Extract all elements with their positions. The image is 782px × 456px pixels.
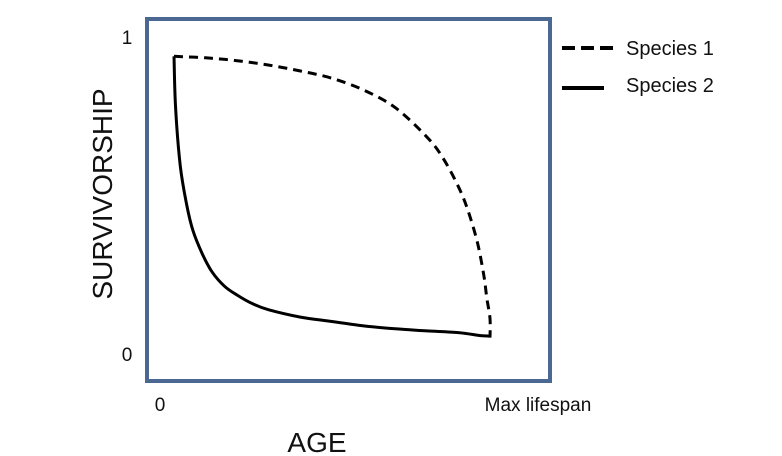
legend: Species 1 Species 2 [562,38,714,97]
series-line-1 [173,54,492,338]
legend-label-species-2: Species 2 [626,75,714,97]
series-layer [172,54,492,338]
y-tick-label-bottom: 0 [122,345,133,366]
series-line-2 [172,56,491,338]
plot-frame [145,17,552,383]
legend-label-species-1: Species 1 [626,38,714,60]
x-tick-label-left: 0 [155,395,166,416]
y-tick-label-top: 1 [122,28,133,49]
x-axis-title: AGE [287,427,346,456]
x-tick-label-right: Max lifespan [485,395,592,416]
y-axis-title: SURVIVORSHIP [87,88,118,299]
